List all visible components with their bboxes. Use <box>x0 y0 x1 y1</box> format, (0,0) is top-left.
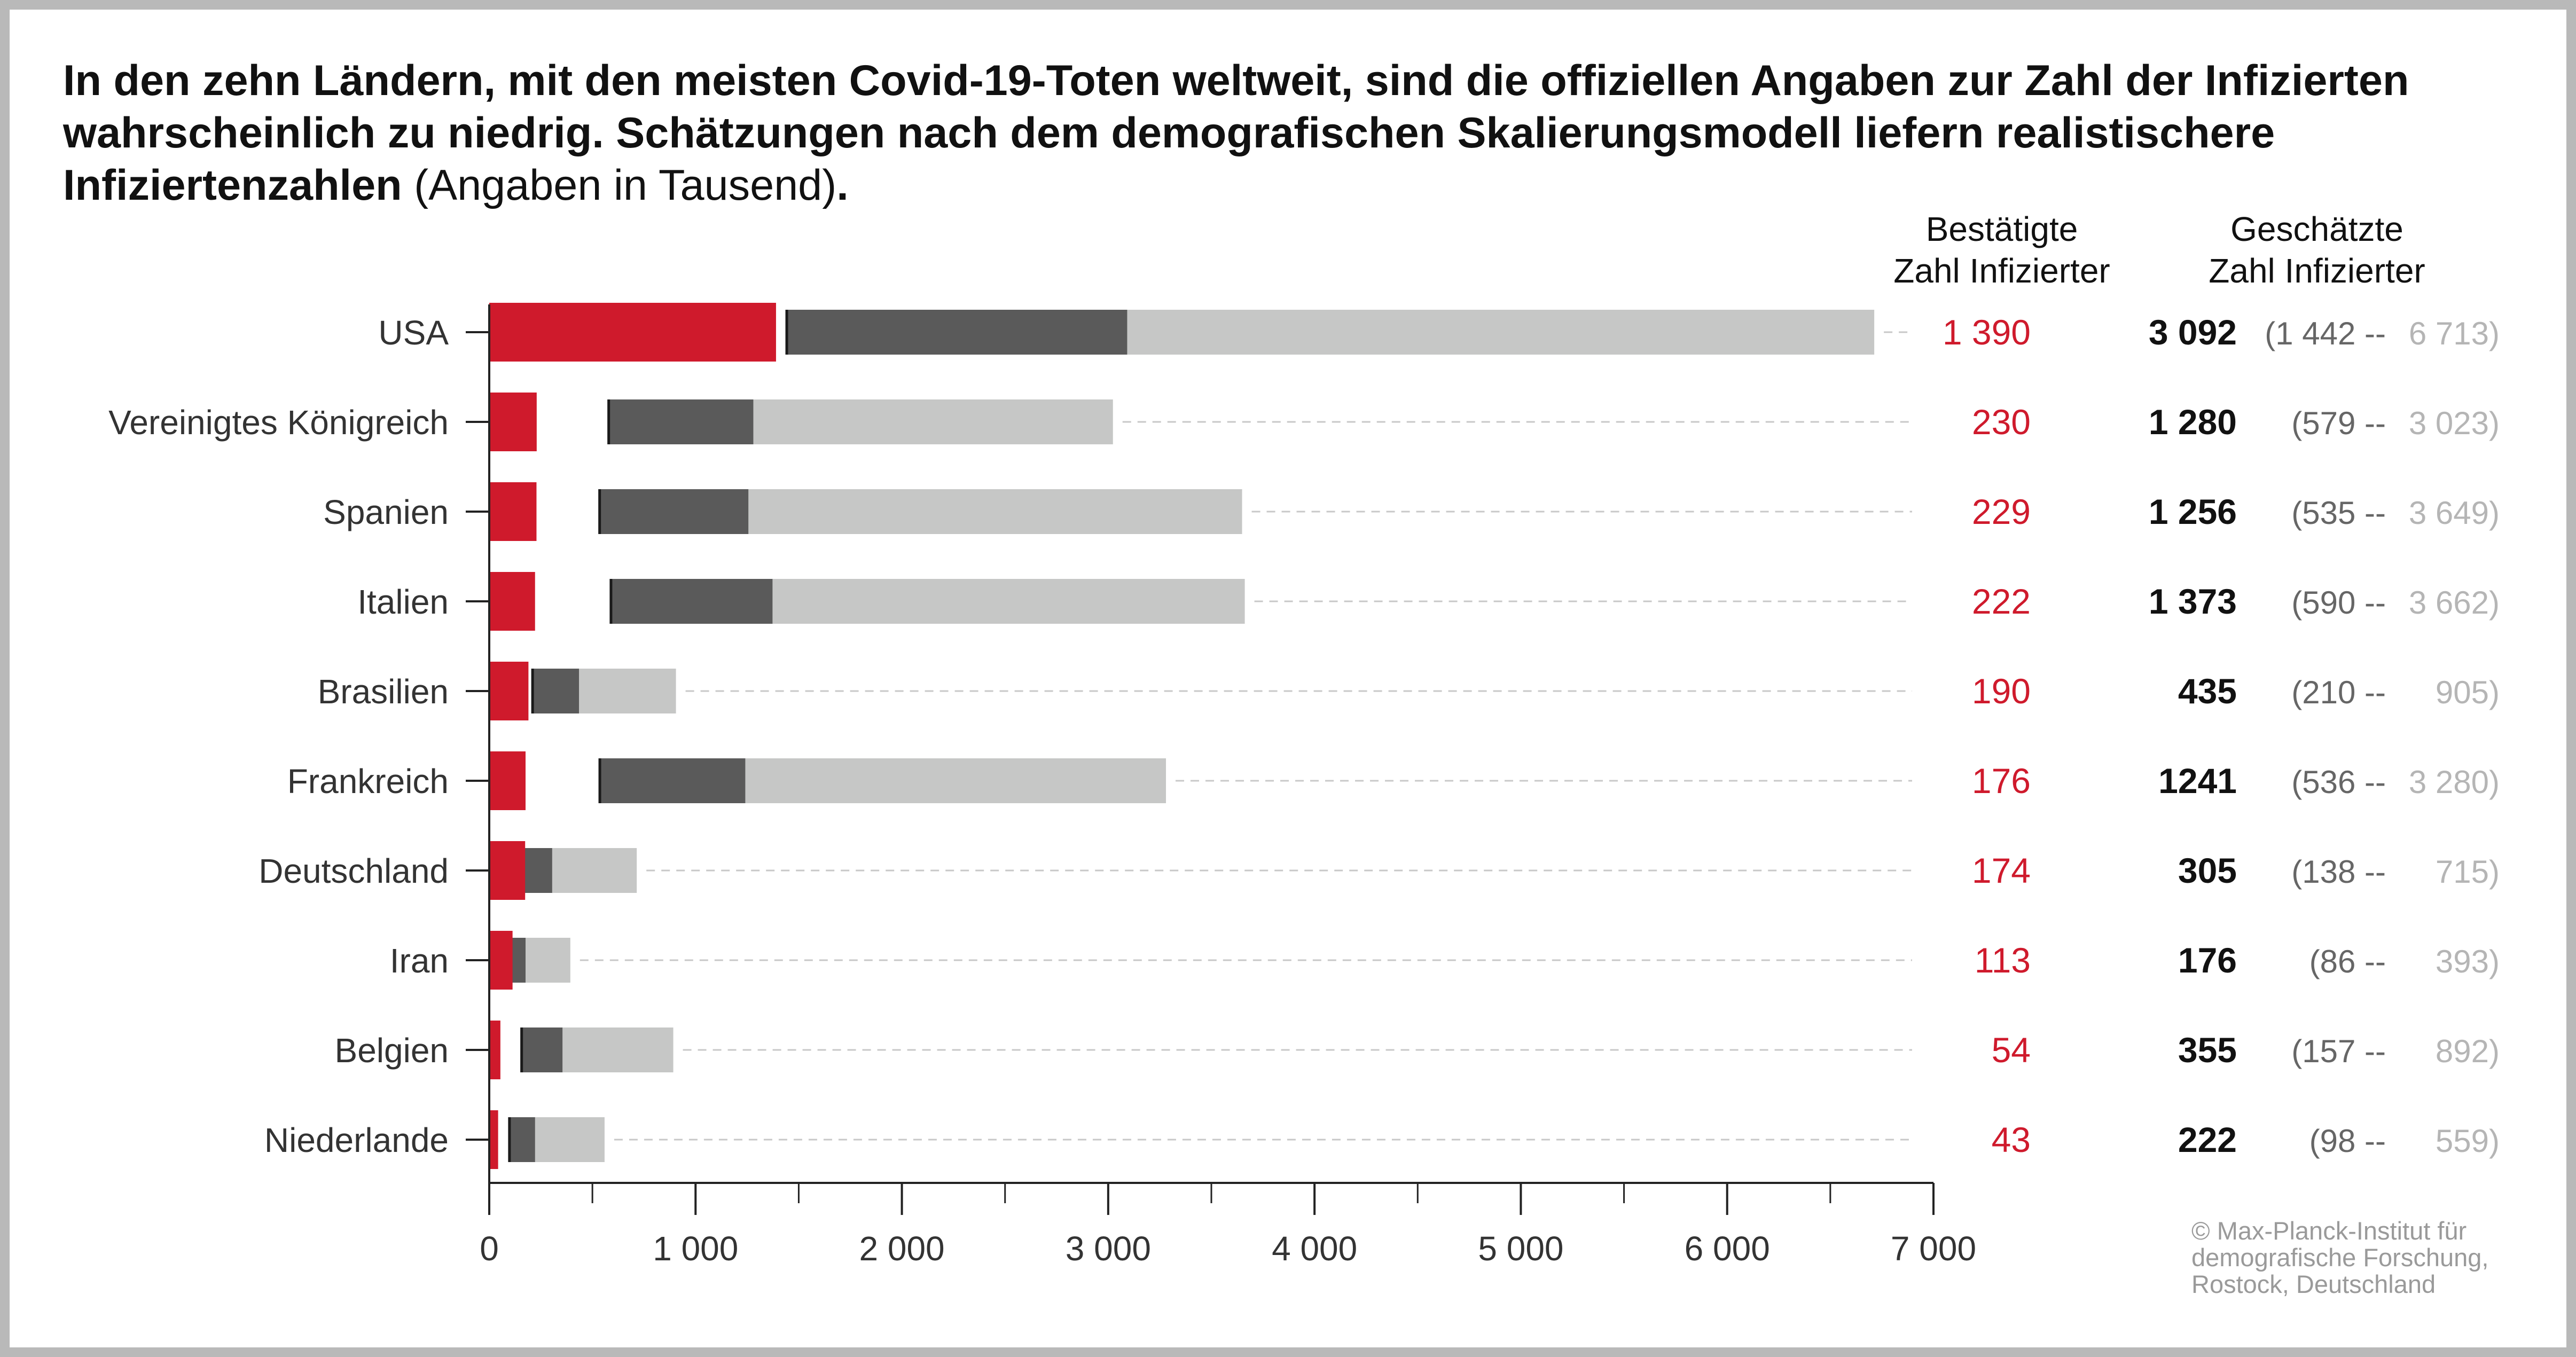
title-main: In den zehn Ländern, mit den meisten Cov… <box>63 57 2409 209</box>
range-lower-label: (1 442 -- <box>2265 316 2386 351</box>
x-tick-label: 5 000 <box>1478 1229 1563 1268</box>
estimate-bar <box>599 489 749 534</box>
confirmed-bar <box>489 662 529 720</box>
confirmed-value-label: 54 <box>1992 1030 2031 1070</box>
estimate-value-label: 1 256 <box>2149 492 2237 531</box>
range-lower-label: (157 -- <box>2291 1033 2386 1069</box>
confirmed-bar <box>489 931 513 990</box>
confirmed-value-label: 43 <box>1992 1120 2031 1159</box>
estimated-header-line1: Geschätzte <box>2230 210 2403 248</box>
confirmed-column-header: Bestätigte Zahl Infizierter <box>1842 208 2162 292</box>
range-lower-label: (86 -- <box>2309 944 2386 979</box>
category-label: Deutschland <box>259 852 449 890</box>
category-label: USA <box>378 313 449 352</box>
estimate-value-label: 1 280 <box>2149 402 2237 442</box>
confirmed-bar <box>489 751 526 810</box>
estimate-value-label: 176 <box>2178 940 2237 980</box>
estimate-value-label: 435 <box>2178 671 2237 711</box>
confirmed-bar <box>489 303 776 362</box>
confirmed-value-label: 190 <box>1972 671 2031 711</box>
range-upper-label: 905) <box>2436 674 2500 710</box>
confirmed-bar <box>489 1021 500 1079</box>
x-tick-label: 2 000 <box>859 1229 944 1268</box>
range-lower-label: (138 -- <box>2291 854 2386 890</box>
confirmed-bar <box>489 841 526 900</box>
estimate-value-label: 3 092 <box>2149 312 2237 352</box>
copyright-line1: © Max-Planck-Institut für <box>2191 1217 2467 1245</box>
x-tick-label: 0 <box>480 1229 499 1268</box>
confirmed-value-label: 222 <box>1972 582 2031 621</box>
title-end: . <box>836 161 849 209</box>
range-lower-label: (210 -- <box>2291 674 2386 710</box>
range-lower-label: (536 -- <box>2291 764 2386 800</box>
x-tick-label: 6 000 <box>1685 1229 1770 1268</box>
confirmed-value-label: 229 <box>1972 492 2031 531</box>
x-tick-label: 3 000 <box>1066 1229 1151 1268</box>
confirmed-bar <box>489 572 535 631</box>
estimate-bar <box>610 579 773 624</box>
range-upper-label: 3 280) <box>2409 764 2500 800</box>
range-upper-label: 393) <box>2436 944 2500 979</box>
title-unit-note: (Angaben in Tausend) <box>402 161 837 209</box>
estimate-bar <box>787 310 1128 355</box>
range-lower-label: (98 -- <box>2309 1123 2386 1159</box>
range-lower-label: (579 -- <box>2291 405 2386 441</box>
confirmed-bar <box>489 482 537 541</box>
range-upper-label: 3 023) <box>2409 405 2500 441</box>
estimate-value-label: 222 <box>2178 1120 2237 1159</box>
estimated-header-line2: Zahl Infizierter <box>2209 252 2425 290</box>
estimate-bar <box>608 399 754 444</box>
estimate-bar <box>600 758 746 803</box>
estimate-value-label: 305 <box>2178 851 2237 890</box>
range-upper-label: 559) <box>2436 1123 2500 1159</box>
category-label: Belgien <box>335 1031 449 1070</box>
estimate-bar <box>521 1027 563 1072</box>
confirmed-value-label: 1 390 <box>1943 312 2031 352</box>
estimated-column-header: Geschätzte Zahl Infizierter <box>2157 208 2477 292</box>
confirmed-value-label: 174 <box>1972 851 2031 890</box>
estimate-value-label: 1241 <box>2158 761 2237 801</box>
chart-title: In den zehn Ländern, mit den meisten Cov… <box>63 54 2531 211</box>
category-label: Frankreich <box>287 762 449 801</box>
estimate-value-label: 1 373 <box>2149 582 2237 621</box>
confirmed-bar <box>489 393 537 451</box>
x-tick-label: 1 000 <box>653 1229 738 1268</box>
copyright-line2: demografische Forschung, <box>2191 1243 2489 1272</box>
range-upper-label: 6 713) <box>2409 316 2500 351</box>
confirmed-value-label: 230 <box>1972 402 2031 442</box>
category-label: Spanien <box>323 493 449 531</box>
estimate-bar <box>533 669 580 713</box>
range-upper-label: 715) <box>2436 854 2500 890</box>
range-upper-label: 3 662) <box>2409 585 2500 621</box>
category-label: Brasilien <box>318 672 449 711</box>
range-lower-label: (535 -- <box>2291 495 2386 531</box>
confirmed-value-label: 113 <box>1975 940 2031 980</box>
copyright-line3: Rostock, Deutschland <box>2191 1270 2436 1298</box>
confirmed-header-line1: Bestätigte <box>1925 210 2078 248</box>
range-upper-label: 3 649) <box>2409 495 2500 531</box>
category-label: Iran <box>390 942 449 980</box>
range-upper-label: 892) <box>2436 1033 2500 1069</box>
confirmed-value-label: 176 <box>1972 761 2031 801</box>
confirmed-header-line2: Zahl Infizierter <box>1893 252 2110 290</box>
category-label: Italien <box>357 583 449 621</box>
category-label: Vereinigtes Königreich <box>108 403 449 442</box>
confirmed-bar <box>489 1110 498 1169</box>
estimate-value-label: 355 <box>2178 1030 2237 1070</box>
estimate-bar <box>509 1117 535 1162</box>
copyright-note: © Max-Planck-Institut für demografische … <box>2191 1218 2565 1298</box>
range-lower-label: (590 -- <box>2291 585 2386 621</box>
category-label: Niederlande <box>264 1121 449 1159</box>
x-tick-label: 7 000 <box>1891 1229 1976 1268</box>
x-tick-label: 4 000 <box>1272 1229 1357 1268</box>
